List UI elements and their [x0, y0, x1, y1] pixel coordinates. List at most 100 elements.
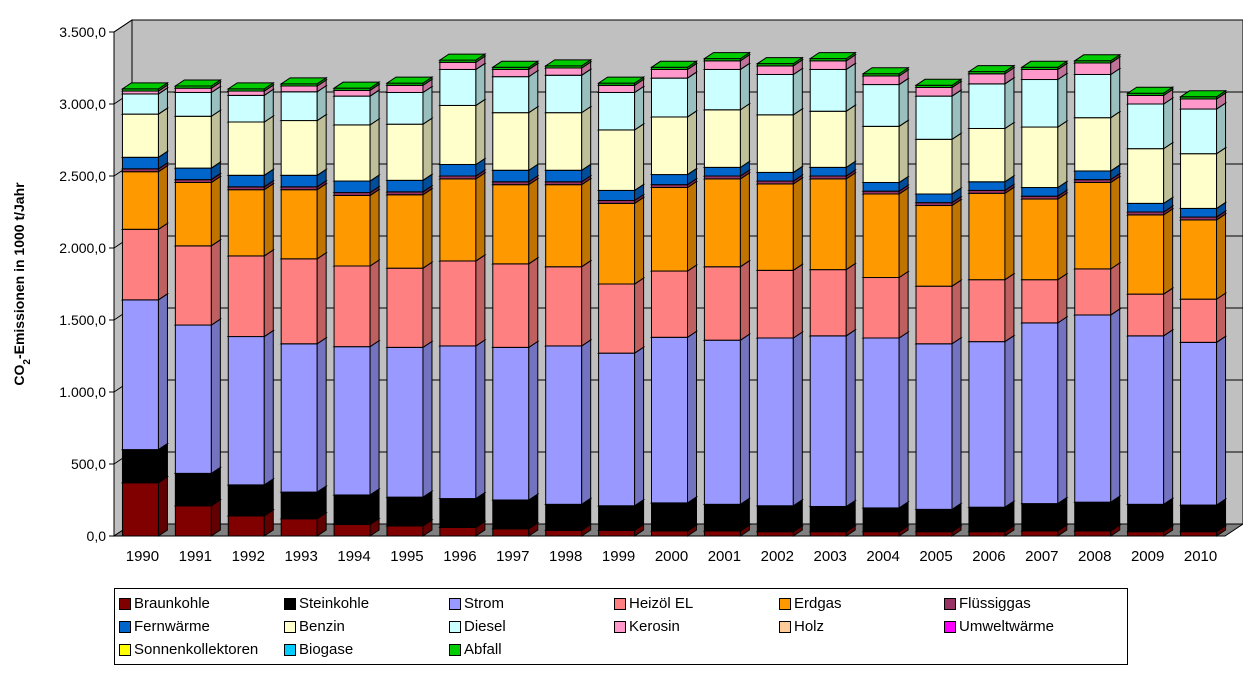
legend-swatch — [119, 597, 131, 610]
bar-segment-side — [1216, 212, 1227, 301]
legend-item: Flüssiggas — [944, 595, 1109, 612]
bar-segment-front — [598, 129, 636, 191]
legend-item: Holz — [779, 618, 944, 635]
bar-segment — [967, 272, 1016, 343]
bar-segment-front — [121, 113, 159, 158]
bar-segment-front — [756, 337, 794, 507]
bar-segment-front — [333, 89, 371, 97]
bar-segment — [755, 331, 804, 507]
bar-segment-front — [651, 187, 688, 272]
bar-segment — [438, 98, 487, 166]
bar-segment-front — [1021, 530, 1059, 537]
x-tick-label: 1996 — [443, 548, 476, 565]
bar-segment — [226, 329, 275, 486]
bar-segment-front — [1180, 298, 1218, 343]
bar-segment-front — [862, 531, 900, 537]
bar-segment-front — [545, 67, 583, 76]
bar-segment — [173, 175, 223, 247]
bar-segment-side — [1110, 308, 1121, 504]
bar-segment-front — [121, 449, 159, 484]
bar-segment-front — [121, 171, 159, 230]
bar-segment — [649, 110, 699, 176]
bar-segment-side — [845, 328, 856, 508]
bar-segment — [120, 292, 170, 451]
bar-segment-side — [1057, 120, 1068, 189]
bar-segment-side — [1004, 76, 1015, 130]
bar-segment-top — [332, 81, 381, 89]
bar-segment-front — [756, 171, 794, 182]
bar-segment-front — [333, 346, 371, 496]
bar-segment — [1178, 212, 1228, 301]
bar-segment — [861, 270, 910, 339]
bar-segment-side — [581, 68, 592, 114]
bar-segment-front — [809, 178, 847, 271]
bar-segment-front — [439, 68, 477, 106]
y-tick-label: 500,0 — [71, 456, 106, 472]
bar-segment-side — [369, 188, 380, 267]
bar-segment — [279, 336, 328, 494]
bar-segment — [544, 259, 593, 347]
bar-segment-side — [1216, 146, 1227, 210]
bar-segment-side — [845, 104, 856, 169]
bar-segment — [332, 339, 381, 496]
bar-segment-front — [121, 228, 159, 301]
bar-segment — [544, 338, 593, 506]
bar-segment-side — [581, 105, 592, 172]
bar-segment — [332, 117, 381, 182]
bar-segment-side — [157, 164, 168, 231]
bar-segment-front — [915, 508, 953, 533]
bar-segment — [385, 76, 434, 87]
bar-segment — [385, 187, 434, 270]
bar-segment-front — [703, 60, 741, 70]
bar-segment-top — [914, 78, 963, 86]
bar-segment-side — [1163, 97, 1174, 150]
bar-segment-side — [1163, 207, 1174, 296]
legend: Braunkohle Steinkohle Strom Heizöl EL Erdgas… — [114, 588, 1128, 665]
bar-segment-front — [651, 530, 688, 537]
legend-item: Kerosin — [614, 618, 779, 635]
bar-segment — [914, 132, 963, 195]
bar-segment-side — [475, 254, 486, 347]
legend-label: Benzin — [299, 618, 345, 635]
x-tick-label: 1991 — [179, 548, 212, 565]
bar-segment-front — [809, 68, 847, 112]
bar-segment — [649, 60, 699, 71]
bar-segment-side — [1110, 67, 1121, 119]
bar-segment — [596, 76, 646, 87]
bar-segment-front — [1180, 207, 1218, 218]
bar-segment-front — [121, 156, 159, 170]
bar-segment-front — [1180, 531, 1218, 537]
bar-segment-front — [968, 192, 1006, 281]
bar-segment-side — [1057, 72, 1068, 128]
bar-segment — [438, 171, 487, 262]
bar-segment-front — [280, 85, 318, 93]
bar-segment-side — [157, 442, 168, 484]
bar-segment-front — [862, 84, 900, 127]
bar-segment-side — [581, 338, 592, 506]
legend-swatch — [614, 597, 626, 610]
bar-segment — [861, 331, 910, 509]
bar-segment — [808, 104, 857, 169]
bar-segment — [226, 115, 275, 177]
bar-segment-top — [120, 82, 170, 90]
bar-segment-side — [951, 198, 962, 288]
legend-label: Erdgas — [794, 595, 842, 612]
bar-segment — [967, 76, 1016, 130]
bar-segment — [596, 122, 646, 192]
bar-segment-side — [369, 259, 380, 348]
x-tick-label: 2001 — [708, 548, 741, 565]
bar-segment-side — [687, 180, 697, 272]
bar-segment — [226, 477, 275, 517]
bar-segment-front — [280, 518, 318, 537]
bar-segment — [1125, 287, 1175, 337]
legend-label: Abfall — [464, 641, 502, 658]
bar-segment-top — [385, 76, 434, 84]
legend-label: Sonnenkollektoren — [134, 641, 259, 658]
bar-segment-side — [210, 175, 221, 247]
bar-segment — [279, 76, 328, 87]
legend-row: Braunkohle Steinkohle Strom Heizöl EL Erdgas… — [119, 592, 1127, 615]
bar-segment-front — [915, 285, 953, 345]
bar-segment — [967, 186, 1016, 281]
bar-segment — [173, 318, 223, 475]
bar-segment — [861, 77, 910, 128]
